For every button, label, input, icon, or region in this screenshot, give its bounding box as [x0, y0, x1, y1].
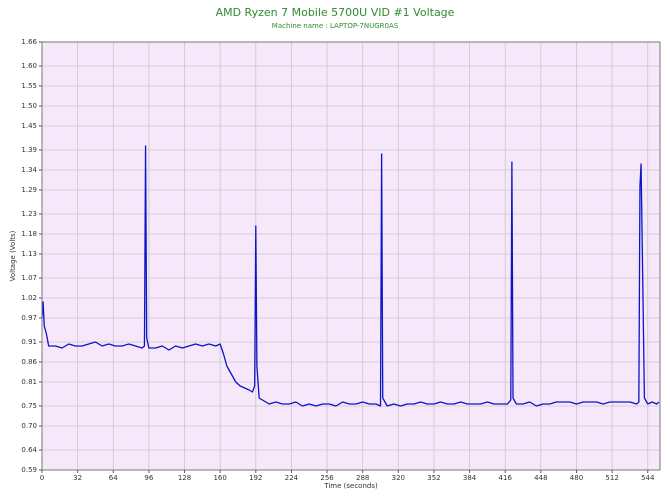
x-tick-label: 0: [40, 474, 44, 482]
data-line: [41, 145, 660, 407]
y-tick-label: 0.64: [21, 446, 37, 454]
y-tick-label: 1.34: [21, 166, 37, 174]
x-tick-label: 64: [109, 474, 118, 482]
x-tick-label: 480: [570, 474, 583, 482]
y-tick-label: 1.29: [21, 186, 37, 194]
chart-subtitle: Machine name : LAPTOP-7NUGR0AS: [272, 22, 399, 30]
y-tick-label: 1.07: [21, 274, 37, 282]
x-tick-label: 448: [534, 474, 547, 482]
y-tick-label: 0.70: [21, 422, 37, 430]
y-tick-label: 0.59: [21, 466, 37, 474]
x-tick-label: 256: [320, 474, 334, 482]
x-tick-label: 32: [73, 474, 82, 482]
x-tick-label: 128: [178, 474, 191, 482]
y-tick-label: 1.60: [21, 62, 37, 70]
y-tick-label: 1.66: [21, 38, 37, 46]
y-tick-label: 1.39: [21, 146, 37, 154]
y-tick-label: 1.45: [21, 122, 37, 130]
x-axis-label: Time (seconds): [323, 482, 378, 490]
plot-border: [41, 41, 661, 471]
y-tick-label: 0.97: [21, 314, 37, 322]
x-tick-label: 288: [356, 474, 369, 482]
y-tick-label: 0.75: [21, 402, 37, 410]
x-tick-label: 352: [427, 474, 440, 482]
y-tick-label: 1.18: [21, 230, 37, 238]
x-tick-label: 416: [499, 474, 513, 482]
x-tick-label: 384: [463, 474, 477, 482]
x-tick-label: 160: [213, 474, 226, 482]
y-tick-label: 1.55: [21, 82, 37, 90]
y-tick-label: 1.02: [21, 294, 37, 302]
y-tick-label: 0.91: [21, 338, 37, 346]
x-tick-label: 224: [285, 474, 299, 482]
y-tick-label: 1.50: [21, 102, 37, 110]
chart-title: AMD Ryzen 7 Mobile 5700U VID #1 Voltage: [216, 6, 455, 19]
x-tick-label: 192: [249, 474, 262, 482]
y-tick-label: 1.13: [21, 250, 37, 258]
x-tick-label: 320: [392, 474, 405, 482]
x-tick-label: 512: [605, 474, 618, 482]
x-tick-label: 544: [641, 474, 655, 482]
y-axis-label: Voltage (Volts): [9, 230, 17, 281]
y-tick-label: 1.23: [21, 210, 37, 218]
y-tick-label: 0.81: [21, 378, 37, 386]
y-tick-label: 0.86: [21, 358, 37, 366]
x-tick-label: 96: [144, 474, 153, 482]
